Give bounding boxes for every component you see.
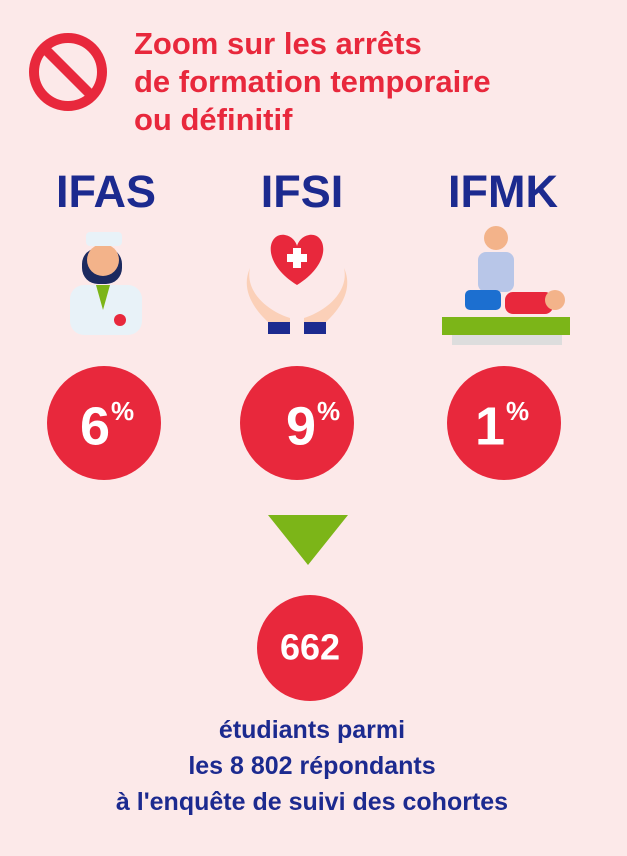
percent-unit: % xyxy=(506,396,529,426)
percent-unit: % xyxy=(111,396,134,426)
footer-line: étudiants parmi xyxy=(219,716,405,744)
program-name: IFMK xyxy=(448,166,558,217)
title-line: Zoom sur les arrêts xyxy=(134,26,422,61)
footer-line: à l'enquête de suivi des cohortes xyxy=(116,788,508,816)
percent-value: 6 xyxy=(80,396,110,456)
percent-value: 9 xyxy=(286,396,316,456)
title-line: de formation temporaire xyxy=(134,64,491,99)
footer-line: les 8 802 répondants xyxy=(188,752,435,780)
infographic: Zoom sur les arrêts de formation tempora… xyxy=(0,0,627,856)
title-line: ou définitif xyxy=(134,102,293,137)
program-name: IFSI xyxy=(261,166,344,217)
program-name: IFAS xyxy=(56,166,156,217)
percent-value: 1 xyxy=(475,396,505,456)
page: {"header": {"title_lines": ["Zoom sur le… xyxy=(0,0,627,856)
percent-unit: % xyxy=(317,396,340,426)
total-value: 662 xyxy=(280,627,340,668)
